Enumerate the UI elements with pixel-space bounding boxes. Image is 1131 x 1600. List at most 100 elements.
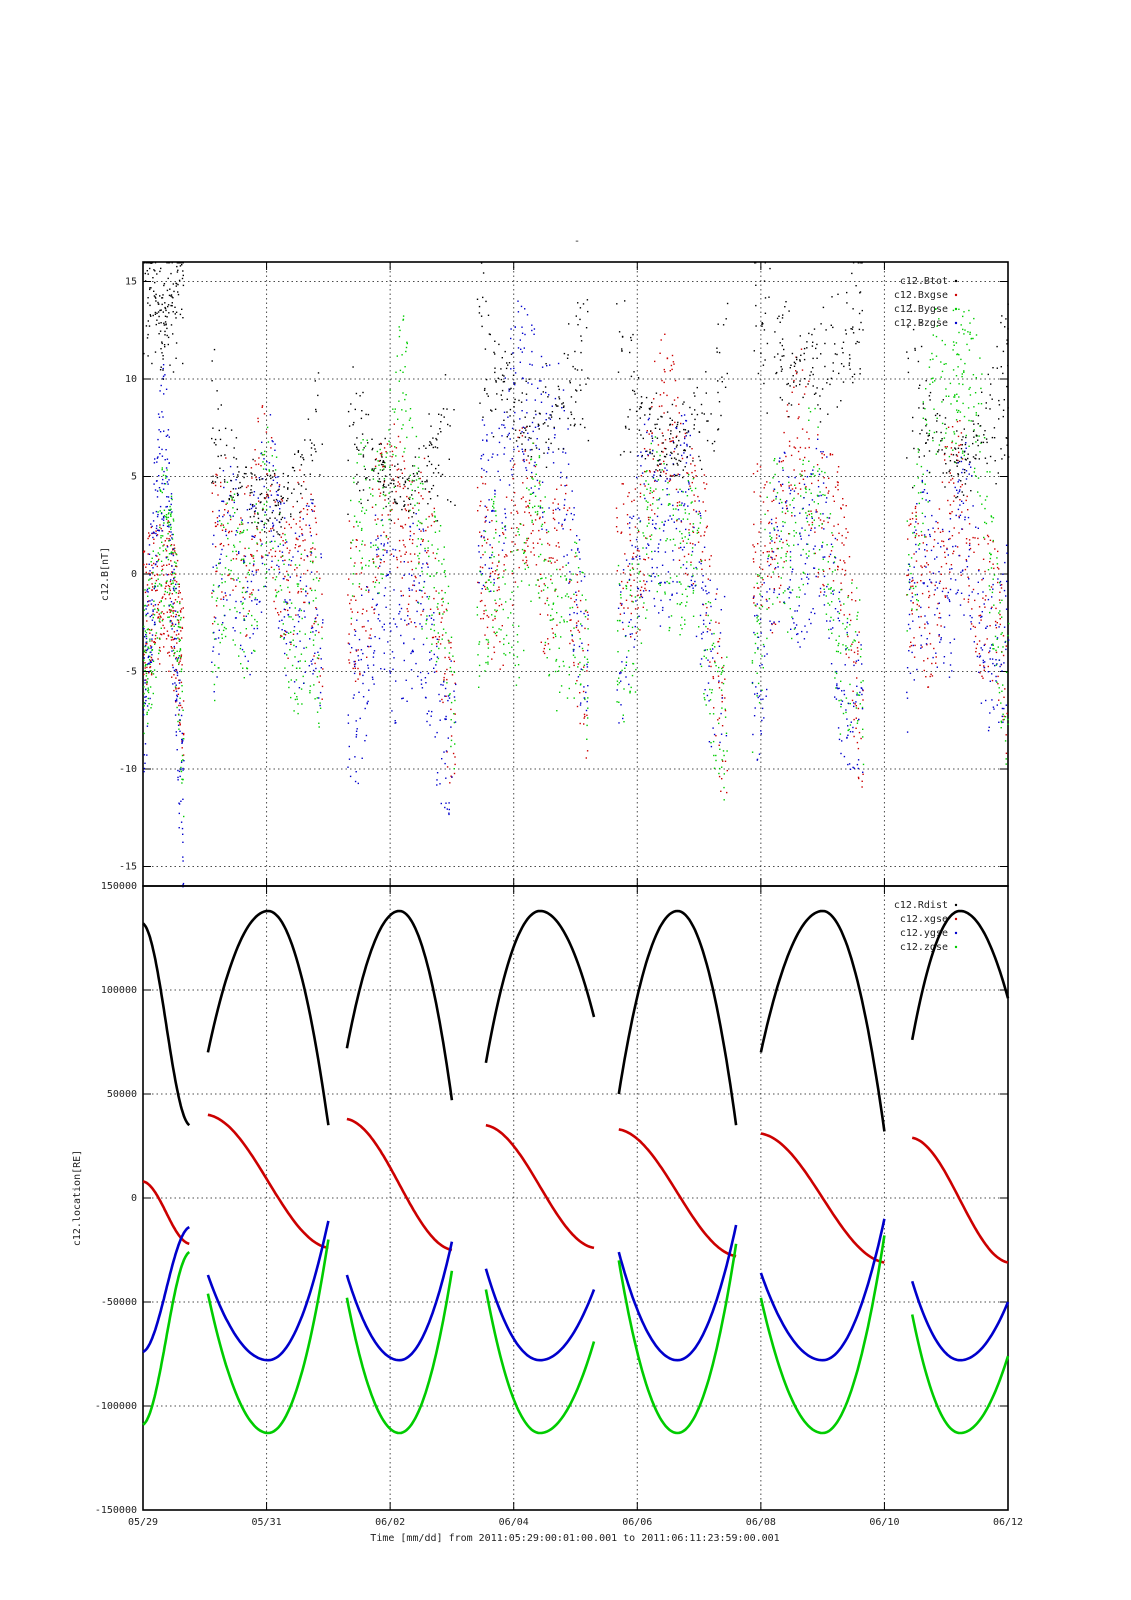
- scatter-point: [579, 722, 581, 725]
- scatter-point: [528, 437, 530, 439]
- scatter-point: [677, 473, 679, 475]
- scatter-point: [477, 581, 479, 584]
- scatter-point: [673, 457, 676, 459]
- scatter-point: [223, 479, 226, 481]
- scatter-point: [162, 478, 164, 481]
- scatter-point: [421, 596, 424, 598]
- scatter-point: [426, 551, 428, 554]
- scatter-point: [621, 580, 623, 583]
- scatter-point: [507, 617, 509, 619]
- scatter-point: [716, 347, 718, 349]
- scatter-point: [684, 619, 686, 621]
- scatter-point: [757, 587, 760, 589]
- scatter-point: [682, 403, 684, 405]
- scatter-point: [490, 556, 492, 559]
- scatter-point: [251, 594, 253, 596]
- scatter-point: [156, 457, 159, 459]
- scatter-point: [372, 664, 375, 666]
- scatter-point: [175, 690, 178, 692]
- scatter-point: [291, 492, 293, 494]
- scatter-point: [417, 538, 419, 540]
- scatter-point: [257, 513, 259, 515]
- scatter-point: [503, 380, 506, 383]
- scatter-point: [183, 760, 185, 762]
- scatter-point: [518, 625, 520, 627]
- scatter-point: [153, 538, 155, 540]
- scatter-point: [513, 492, 516, 494]
- scatter-point: [147, 612, 149, 614]
- scatter-point: [426, 596, 428, 598]
- scatter-point: [438, 647, 440, 650]
- scatter-point: [281, 516, 284, 519]
- scatter-point: [540, 578, 542, 580]
- scatter-point: [639, 492, 642, 494]
- scatter-point: [713, 733, 716, 736]
- scatter-point: [170, 294, 173, 296]
- scatter-point: [638, 408, 641, 410]
- scatter-point: [154, 270, 156, 272]
- scatter-point: [578, 551, 580, 553]
- scatter-point: [639, 406, 641, 408]
- scatter-point: [496, 393, 498, 395]
- scatter-point: [564, 498, 566, 501]
- scatter-point: [180, 821, 183, 823]
- scatter-point: [655, 488, 657, 490]
- scatter-point: [404, 366, 406, 368]
- scatter-point: [372, 558, 374, 560]
- scatter-point: [221, 529, 224, 531]
- scatter-point: [170, 620, 173, 622]
- scatter-point: [294, 569, 296, 571]
- scatter-point: [277, 502, 280, 504]
- scatter-point: [555, 545, 557, 547]
- scatter-point: [616, 570, 618, 572]
- scatter-point: [398, 380, 400, 382]
- scatter-point: [510, 468, 513, 471]
- scatter-point: [551, 628, 553, 630]
- scatter-point: [678, 439, 680, 442]
- scatter-point: [179, 723, 181, 725]
- scatter-point: [312, 644, 315, 646]
- scatter-point: [354, 443, 356, 446]
- scatter-point: [857, 653, 859, 655]
- scatter-point: [487, 314, 490, 316]
- scatter-point: [508, 388, 510, 390]
- scatter-point: [389, 670, 391, 672]
- scatter-point: [146, 705, 149, 707]
- scatter-point: [574, 555, 576, 558]
- scatter-point: [280, 518, 282, 521]
- scatter-point: [241, 591, 244, 594]
- scatter-point: [804, 447, 807, 449]
- scatter-point: [493, 507, 495, 509]
- scatter-point: [625, 599, 628, 601]
- scatter-point: [437, 608, 439, 610]
- scatter-point: [228, 531, 230, 534]
- scatter-point: [421, 590, 423, 592]
- scatter-point: [398, 483, 401, 485]
- scatter-point: [380, 573, 382, 575]
- scatter-point: [648, 574, 650, 577]
- scatter-point: [721, 778, 723, 780]
- scatter-point: [355, 730, 358, 732]
- scatter-point: [156, 480, 158, 482]
- scatter-point: [632, 333, 634, 336]
- scatter-point: [230, 479, 232, 482]
- scatter-point: [418, 492, 420, 494]
- scatter-point: [759, 566, 761, 568]
- scatter-point: [233, 579, 235, 581]
- scatter-point: [857, 776, 860, 779]
- scatter-point: [166, 327, 168, 330]
- scatter-point: [530, 532, 532, 535]
- scatter-point: [269, 414, 272, 416]
- scatter-point: [853, 718, 855, 721]
- scatter-point: [399, 610, 401, 613]
- scatter-point: [144, 762, 146, 764]
- scatter-point: [629, 574, 632, 576]
- scatter-point: [373, 612, 375, 614]
- scatter-point: [156, 637, 159, 639]
- scatter-point: [377, 460, 379, 462]
- scatter-point: [212, 589, 214, 592]
- scatter-point: [165, 467, 168, 469]
- scatter-point: [148, 659, 151, 661]
- scatter-point: [157, 311, 160, 313]
- scatter-point: [703, 534, 705, 537]
